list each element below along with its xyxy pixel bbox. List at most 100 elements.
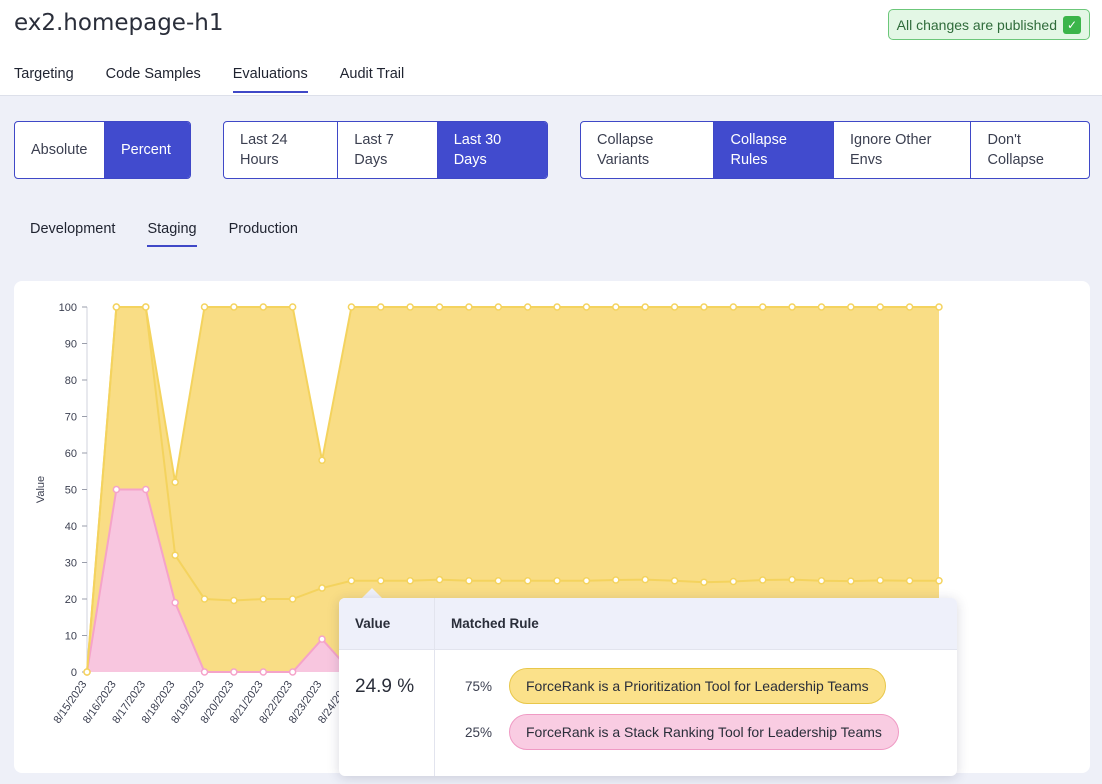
tooltip-header: Value Matched Rule (339, 598, 957, 650)
data-point (406, 577, 414, 585)
display-mode-toggle: Absolute Percent (14, 121, 191, 179)
data-point (905, 577, 914, 585)
rule-pill-stack-ranking: ForceRank is a Stack Ranking Tool for Le… (509, 714, 899, 750)
data-point (788, 303, 796, 311)
data-point (465, 577, 473, 585)
y-tick-label: 10 (65, 631, 77, 643)
percent-button[interactable]: Percent (104, 122, 190, 178)
data-point (200, 303, 209, 311)
data-point (553, 577, 561, 585)
data-point (876, 303, 884, 311)
data-point (112, 485, 121, 494)
tooltip-divider (434, 598, 435, 776)
data-point (847, 303, 855, 311)
data-point (700, 303, 708, 311)
y-tick-label: 100 (59, 302, 77, 314)
data-point (171, 551, 179, 559)
last-24-hours-button[interactable]: Last 24 Hours (224, 122, 339, 178)
tooltip-header-value: Value (355, 616, 391, 631)
data-point (230, 668, 238, 676)
data-point (935, 303, 943, 311)
tooltip-row: 75% ForceRank is a Prioritization Tool f… (451, 668, 886, 704)
data-point (817, 577, 826, 585)
data-point (905, 303, 914, 311)
data-point (377, 303, 385, 311)
data-point (435, 303, 444, 311)
chart-tooltip: Value Matched Rule 24.9 % 75% ForceRank … (339, 598, 957, 776)
data-point (553, 303, 561, 311)
data-point (612, 303, 620, 311)
data-point (200, 668, 209, 676)
env-tab-staging[interactable]: Staging (147, 221, 197, 247)
y-tick-label: 50 (65, 485, 77, 497)
data-point (142, 303, 150, 311)
data-point (288, 668, 297, 676)
y-tick-label: 80 (65, 375, 77, 387)
absolute-button[interactable]: Absolute (15, 122, 105, 178)
collapse-mode-toggle: Collapse Variants Collapse Rules Ignore … (580, 121, 1090, 179)
data-point (259, 668, 268, 676)
time-range-toggle: Last 24 Hours Last 7 Days Last 30 Days (223, 121, 548, 179)
data-point (259, 595, 268, 603)
data-point (318, 584, 326, 592)
y-tick-label: 70 (65, 412, 77, 424)
data-point (288, 595, 297, 603)
data-point (259, 303, 268, 311)
data-point (729, 303, 738, 311)
tooltip-row: 25% ForceRank is a Stack Ranking Tool fo… (451, 714, 899, 750)
data-point (494, 577, 503, 585)
last-30-days-button[interactable]: Last 30 Days (437, 122, 547, 178)
data-point (758, 576, 767, 584)
data-point (494, 303, 503, 311)
data-point (641, 303, 649, 311)
data-point (288, 303, 297, 311)
tooltip-value: 24.9 % (355, 676, 415, 697)
page-title: ex2.homepage-h1 (14, 10, 224, 36)
dont-collapse-button[interactable]: Don't Collapse (987, 132, 1044, 168)
tab-targeting[interactable]: Targeting (14, 66, 74, 82)
data-point (377, 577, 385, 585)
collapse-rules-button[interactable]: Collapse Rules (714, 122, 835, 178)
tab-evaluations[interactable]: Evaluations (232, 66, 308, 93)
data-point (670, 577, 679, 585)
data-point (112, 303, 121, 311)
rule-pill-prioritization: ForceRank is a Prioritization Tool for L… (509, 668, 886, 704)
publish-status-text: All changes are published (896, 16, 1057, 33)
data-point (230, 596, 238, 605)
data-point (83, 668, 91, 676)
tooltip-header-rule: Matched Rule (451, 616, 539, 631)
data-point (729, 577, 738, 586)
top-tabs: Targeting Code Samples Evaluations Audit… (14, 66, 436, 93)
area-band (87, 489, 939, 672)
data-point (171, 598, 179, 607)
data-point (465, 303, 473, 311)
data-point (876, 576, 884, 585)
ignore-other-envs-button[interactable]: Ignore Other Envs (834, 122, 972, 178)
data-point (406, 303, 414, 311)
data-point (523, 577, 532, 585)
data-point (817, 303, 826, 311)
data-point (200, 595, 209, 603)
data-point (670, 303, 679, 311)
tab-audit-trail[interactable]: Audit Trail (339, 66, 405, 82)
y-tick-label: 90 (65, 339, 77, 351)
last-7-days-button[interactable]: Last 7 Days (338, 122, 438, 178)
data-point (935, 577, 943, 585)
collapse-variants-button[interactable]: Collapse Variants (581, 122, 715, 178)
y-axis-label: Value (35, 476, 47, 503)
data-point (641, 575, 649, 584)
check-icon: ✓ (1063, 15, 1081, 34)
data-point (230, 303, 238, 311)
tab-code-samples[interactable]: Code Samples (105, 66, 201, 82)
data-point (582, 303, 591, 311)
data-point (847, 577, 855, 585)
data-point (700, 578, 708, 586)
data-point (347, 577, 356, 585)
env-tab-production[interactable]: Production (228, 221, 298, 237)
y-tick-label: 20 (65, 594, 77, 606)
env-tab-development[interactable]: Development (30, 221, 116, 237)
y-tick-label: 30 (65, 558, 77, 570)
series-line (86, 306, 939, 673)
data-point (582, 577, 591, 585)
data-point (788, 575, 796, 584)
